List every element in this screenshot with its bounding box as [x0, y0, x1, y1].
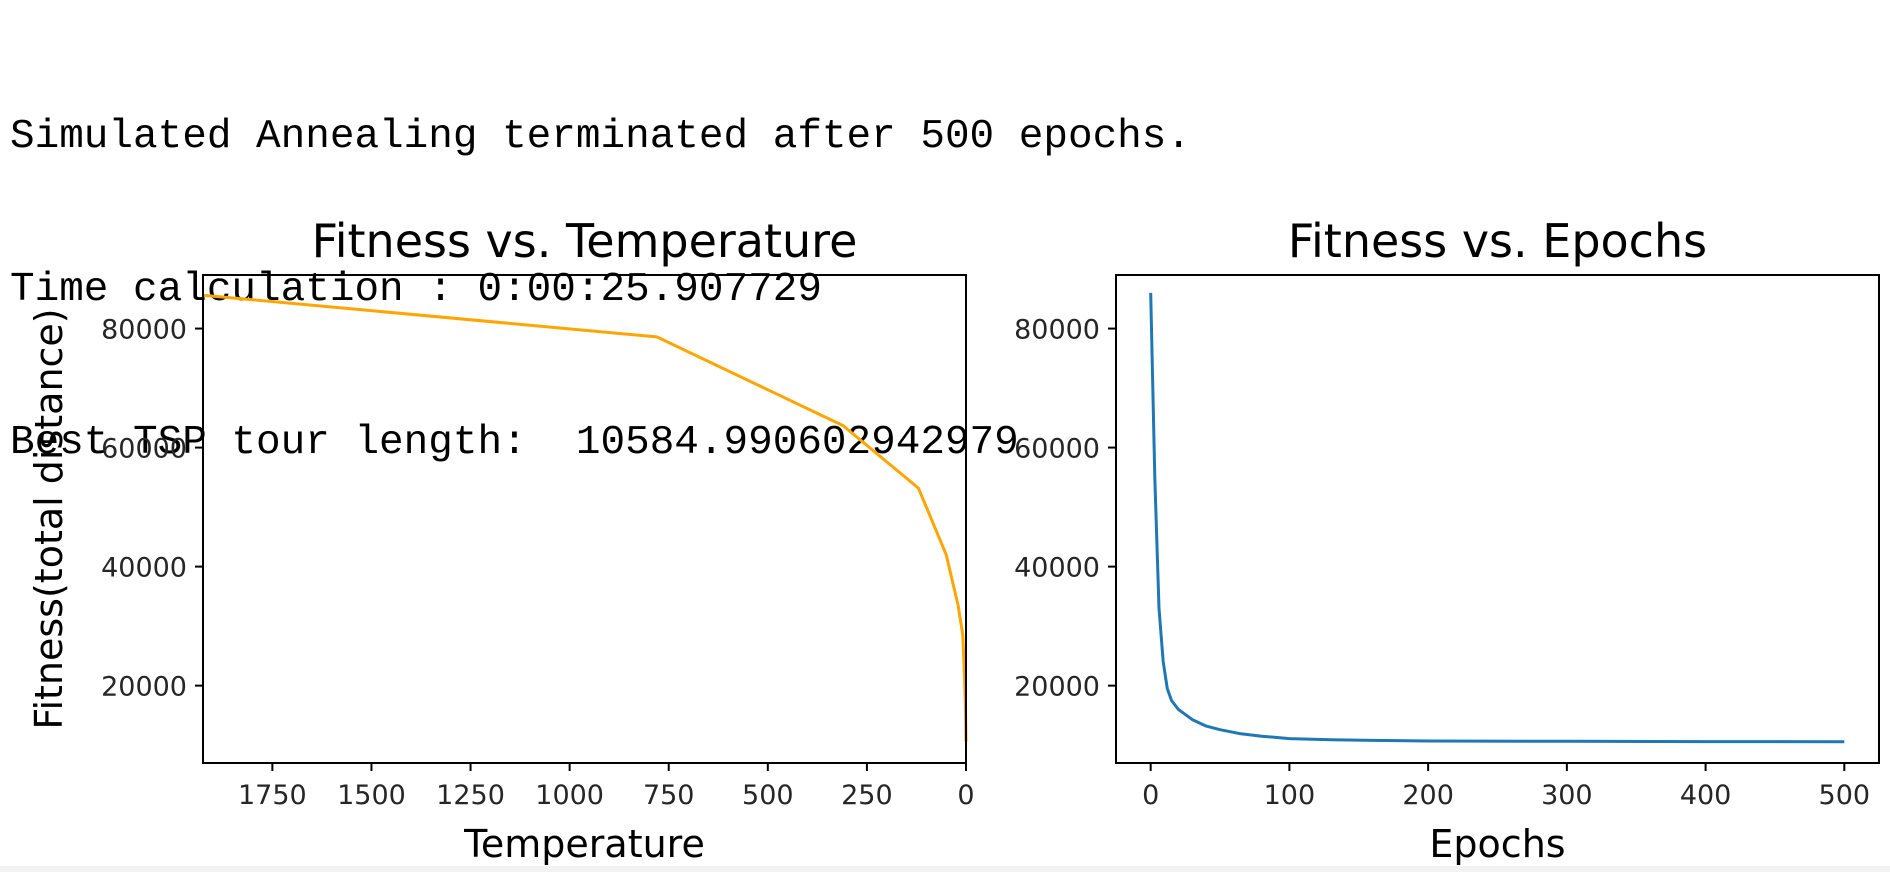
x-tick-label: 1750 [238, 780, 307, 811]
x-tick-label: 250 [841, 780, 893, 811]
y-axis-label: Fitness(total distance) [27, 308, 71, 729]
console-line-termination: Simulated Annealing terminated after 500… [10, 114, 1191, 160]
y-tick-label: 20000 [1014, 672, 1100, 703]
x-tick-label: 200 [1402, 780, 1454, 811]
y-tick-label: 40000 [1014, 553, 1100, 584]
bottom-strip [0, 866, 1890, 872]
series-line [1149, 292, 1845, 744]
x-tick-label: 400 [1680, 780, 1732, 811]
x-tick-label: 500 [1819, 780, 1871, 811]
x-axis-label: Epochs [1429, 822, 1565, 866]
chart-title: Fitness vs. Temperature [312, 214, 858, 268]
plot-frame [202, 274, 967, 764]
x-tick-label: 0 [1142, 780, 1159, 811]
plot-frame [1115, 274, 1880, 764]
console-line-best-length: Best TSP tour length: 10584.990602942979 [10, 420, 1019, 466]
series-line [202, 293, 968, 742]
chart-title: Fitness vs. Epochs [1288, 214, 1707, 268]
chart-fitness-vs-epochs: 0 100 200 300 400 500 20000 40000 60000 80000 Fitn… [1014, 214, 1880, 866]
y-tick-label: 60000 [1014, 434, 1100, 465]
y-tick-label: 80000 [101, 315, 187, 346]
chart-fitness-vs-temperature: 1750 1500 1250 1000 750 500 250 0 20000 40000 6000… [27, 214, 975, 866]
x-tick-label: 0 [957, 780, 974, 811]
x-tick-label: 750 [643, 780, 695, 811]
x-tick-label: 300 [1541, 780, 1593, 811]
console-output: Simulated Annealing terminated after 500… [10, 10, 1191, 520]
x-tick-label: 100 [1264, 780, 1316, 811]
x-tick-label: 1250 [436, 780, 505, 811]
y-tick-label: 40000 [101, 553, 187, 584]
y-tick-label: 80000 [1014, 315, 1100, 346]
x-tick-label: 500 [742, 780, 794, 811]
y-tick-label: 20000 [101, 672, 187, 703]
x-tick-label: 1500 [337, 780, 406, 811]
x-tick-label: 1000 [535, 780, 604, 811]
x-axis-label: Temperature [463, 822, 705, 866]
y-tick-label: 60000 [101, 434, 187, 465]
